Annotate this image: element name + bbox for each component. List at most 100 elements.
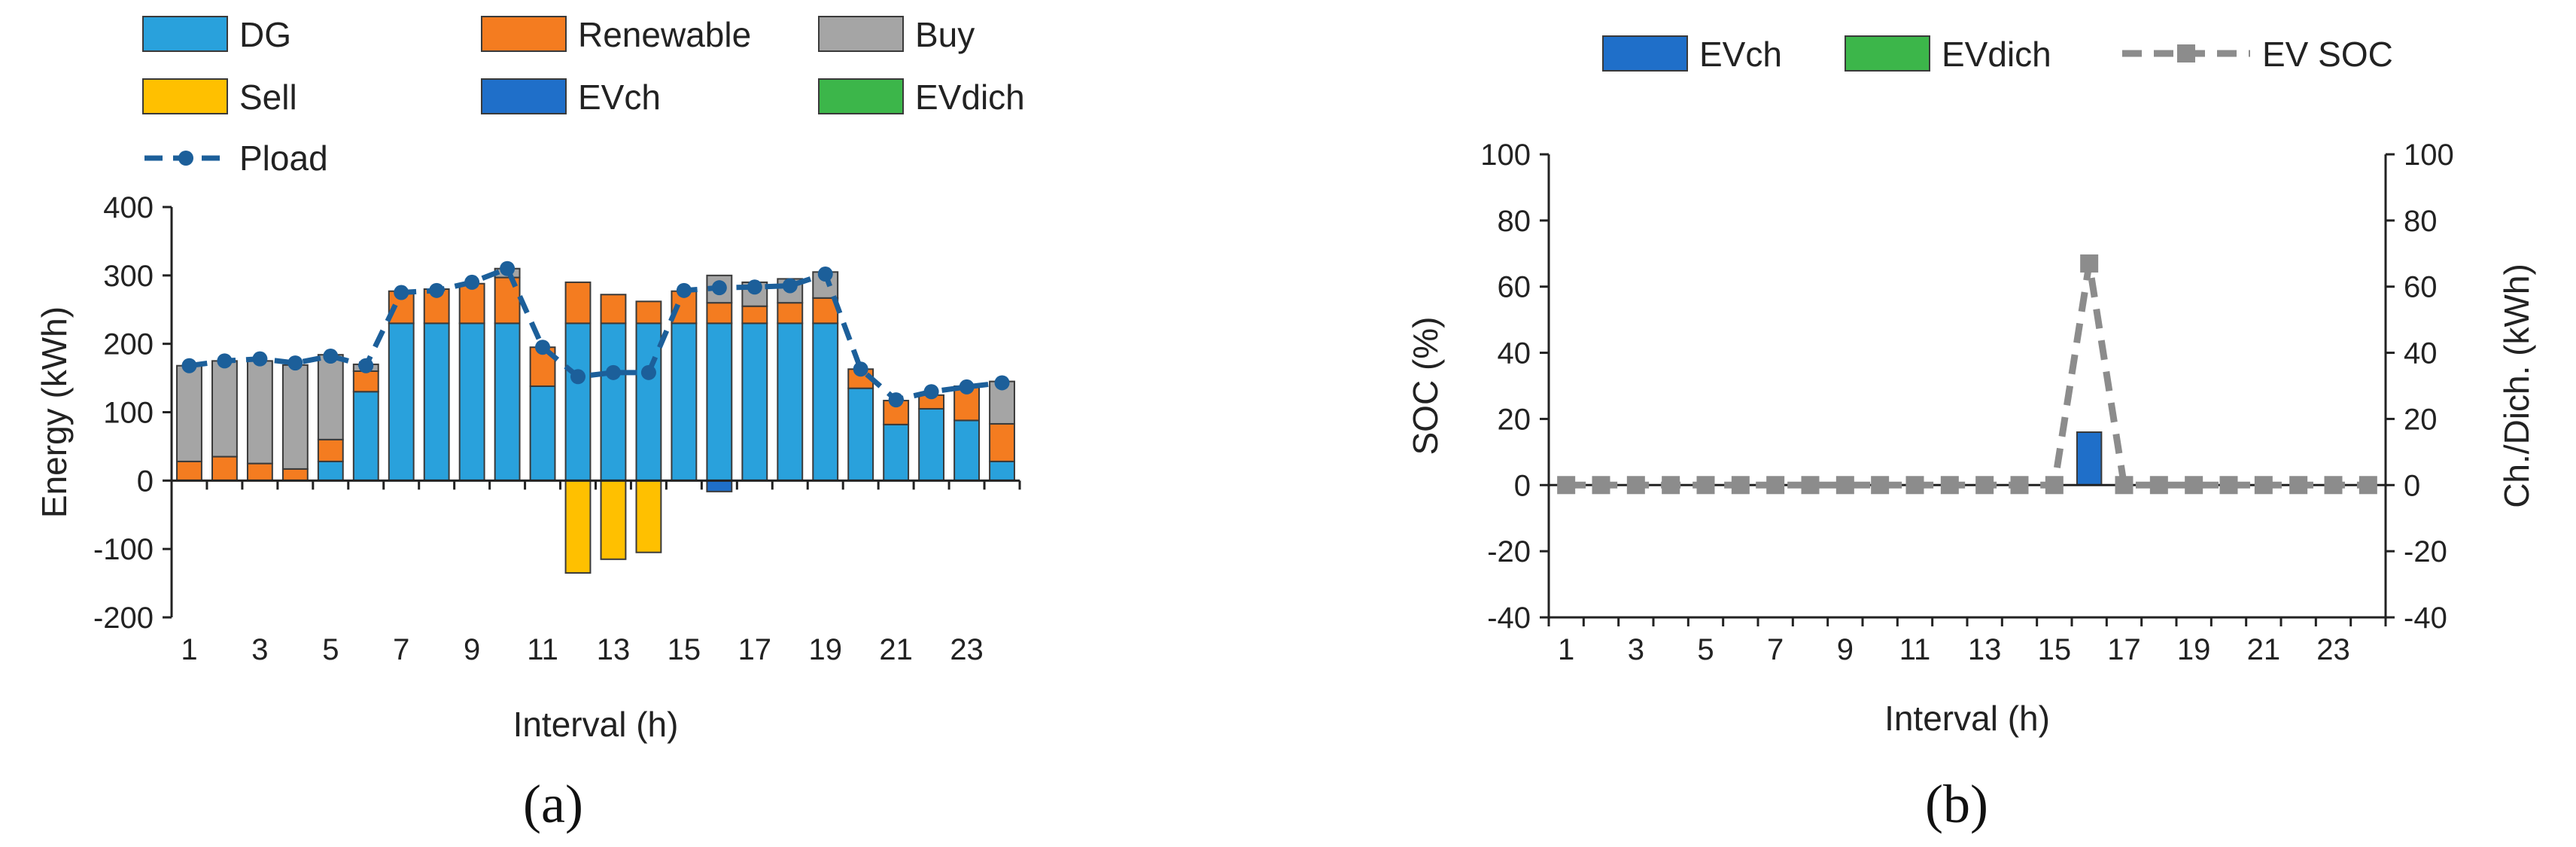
chart-b-right-tick-label: 100 <box>2404 139 2454 172</box>
chart-a-pload-point <box>570 369 586 385</box>
chart-b-ev-soc-point <box>2080 254 2099 273</box>
chart-a-bar-buy <box>317 354 344 440</box>
chart-a-pload-point <box>358 358 374 373</box>
chart-a-bar-renewable <box>281 468 309 482</box>
legend-label-renewable: Renewable <box>578 15 751 54</box>
chart-a-bar-renewable <box>564 281 592 324</box>
chart-a-pload-point <box>747 279 762 295</box>
legend-label-buy: Buy <box>915 15 975 54</box>
chart-b-ev-soc-point <box>1940 476 1959 495</box>
chart-a-bar-dg <box>494 322 521 482</box>
chart-b-right-tick-label: 0 <box>2404 469 2420 502</box>
chart-a-bar-dg <box>777 322 804 482</box>
legend-swatch-evdich <box>818 78 904 114</box>
chart-b-left-tick-label: -40 <box>1487 602 1531 635</box>
chart-a-pload-point <box>959 379 975 395</box>
chart-a-x-tick-label: 9 <box>464 633 480 666</box>
chart-b-ev-soc-point <box>1626 476 1645 495</box>
chart-a-pload-point <box>429 282 445 298</box>
chart-b-x-tick-label: 1 <box>1558 633 1574 666</box>
chart-a-pload-point <box>287 355 303 371</box>
chart-a-bar-dg <box>317 460 344 482</box>
chart-b-ev-soc-point <box>2010 476 2029 495</box>
chart-b-right-axis-title: Ch./Dich. (kWh) <box>2497 264 2536 508</box>
chart-b-right-tick-label: -20 <box>2404 535 2447 568</box>
chart-a-bar-dg <box>706 322 733 482</box>
chart-a-y-axis-title: Energy (kWh) <box>35 306 74 518</box>
legend-b-label-ev-soc: EV SOC <box>2262 35 2393 74</box>
chart-b-x-tick-label: 3 <box>1628 633 1644 666</box>
chart-b-x-tick-label: 7 <box>1767 633 1784 666</box>
chart-b-left-tick-label: 20 <box>1498 403 1531 436</box>
legend-swatch-buy <box>818 16 904 52</box>
chart-b-x-tick-label: 15 <box>2038 633 2072 666</box>
chart-a-bar-dg <box>989 460 1015 482</box>
chart-a-pload-point <box>711 280 727 296</box>
chart-a-bar-renewable <box>706 302 733 324</box>
legend-label-evch: EVch <box>578 78 661 117</box>
chart-b-x-tick-label: 21 <box>2247 633 2281 666</box>
legend-swatch-dg <box>142 16 228 52</box>
chart-b-ev-soc-point <box>1731 476 1750 495</box>
chart-a-pload-point <box>817 267 833 282</box>
chart-a-x-tick-label: 13 <box>597 633 631 666</box>
chart-b-right-tick-label: -40 <box>2404 602 2447 635</box>
chart-b-ev-soc-line <box>1566 263 2368 489</box>
chart-a-bar-dg <box>635 322 662 482</box>
chart-a-pload-point <box>676 282 692 298</box>
chart-a-bar-dg <box>741 322 768 482</box>
chart-a-pload-point <box>181 358 197 373</box>
chart-b-bar-evch <box>2076 431 2103 486</box>
chart-a-bar-renewable <box>246 462 273 482</box>
panel-label-a: (a) <box>523 774 583 834</box>
chart-a-x-tick-label: 1 <box>181 633 197 666</box>
legend-b-swatch-evdich <box>1845 35 1930 72</box>
chart-a-bar-sell <box>564 480 592 574</box>
chart-a-x-tick-label: 21 <box>879 633 913 666</box>
chart-a-x-tick-label: 3 <box>251 633 268 666</box>
chart-a-bar-dg <box>671 322 698 482</box>
chart-a-bar-buy <box>281 364 309 470</box>
chart-a-bar-dg <box>847 387 874 482</box>
chart-b-ev-soc-point <box>1835 476 1854 495</box>
chart-a-bar-evch <box>706 480 733 492</box>
chart-b-ev-soc-point <box>2045 476 2064 495</box>
chart-b-ev-soc-point <box>2254 476 2273 495</box>
chart-a-bar-dg <box>423 322 450 482</box>
chart-b-left-tick-label: 60 <box>1498 271 1531 304</box>
chart-a-bar-buy <box>246 360 273 465</box>
chart-a-pload-point <box>394 285 409 300</box>
chart-a-bar-sell <box>600 480 627 560</box>
chart-a-y-tick-label: 0 <box>137 465 154 498</box>
legend-label-sell: Sell <box>239 78 297 117</box>
chart-a-bar-dg <box>953 419 980 482</box>
legend-b-label-evdich: EVdich <box>1942 35 2051 74</box>
chart-b-ev-soc-point <box>1975 476 1994 495</box>
chart-a-bar-dg <box>458 322 485 482</box>
chart-b-ev-soc-point <box>1801 476 1820 495</box>
chart-a-bar-dg <box>352 391 379 482</box>
chart-a-bar-dg <box>529 385 556 482</box>
chart-a-bar-dg <box>564 322 592 482</box>
chart-a-y-tick-label: 300 <box>103 260 154 293</box>
chart-b-ev-soc-point <box>2289 476 2308 495</box>
chart-a-pload-point <box>853 361 868 377</box>
chart-a-x-tick-label: 23 <box>950 633 984 666</box>
chart-a-x-tick-label: 17 <box>738 633 772 666</box>
legend-swatch-sell <box>142 78 228 114</box>
chart-a-pload-point <box>217 353 233 369</box>
chart-a-bar-renewable <box>352 370 379 393</box>
chart-b-right-tick-label: 80 <box>2404 205 2438 238</box>
chart-b-ev-soc-point <box>1662 476 1680 495</box>
chart-b-ev-soc-point <box>2149 476 2168 495</box>
chart-a-pload-point <box>782 278 798 294</box>
chart-b-ev-soc-point <box>1557 476 1576 495</box>
chart-a-x-tick-label: 15 <box>668 633 701 666</box>
chart-a-pload-point <box>464 274 480 290</box>
chart-a-bar-buy <box>176 364 202 462</box>
chart-b-x-tick-label: 13 <box>1968 633 2002 666</box>
legend-label-dg: DG <box>239 15 291 54</box>
chart-a-pload-point <box>994 375 1010 391</box>
